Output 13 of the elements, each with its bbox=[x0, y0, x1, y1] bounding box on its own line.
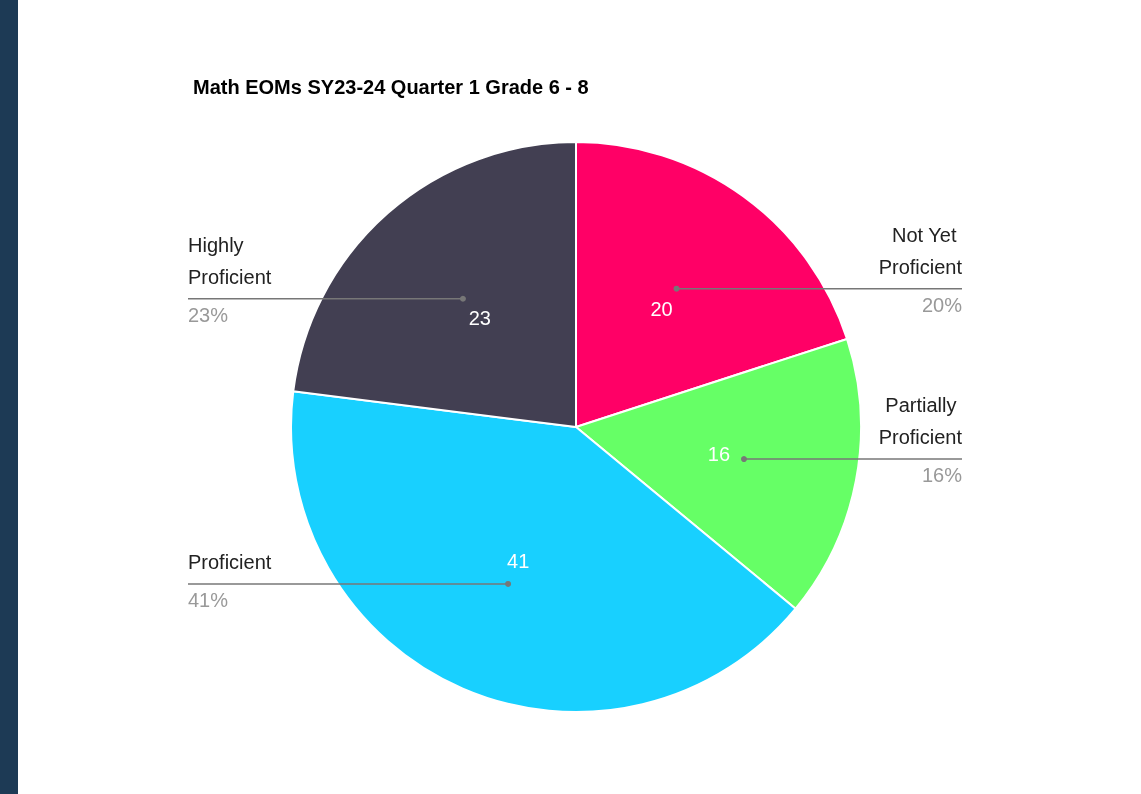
slice-label: Highly Proficient bbox=[188, 233, 272, 288]
chart-title: Math EOMs SY23-24 Quarter 1 Grade 6 - 8 bbox=[193, 76, 589, 98]
text: 41% bbox=[188, 588, 229, 611]
data-label: 41 bbox=[507, 549, 530, 572]
slice-label: Not Yet Proficient bbox=[878, 223, 963, 278]
slice-label: Proficient bbox=[188, 550, 272, 573]
text: 16% bbox=[921, 464, 963, 487]
data-label: 23 bbox=[468, 306, 491, 329]
data-label: 20 bbox=[650, 298, 673, 321]
text: 23% bbox=[188, 303, 229, 326]
text: 20% bbox=[921, 293, 963, 316]
data-label: 16 bbox=[707, 443, 731, 466]
slice-label: Partially Proficient bbox=[878, 394, 963, 449]
